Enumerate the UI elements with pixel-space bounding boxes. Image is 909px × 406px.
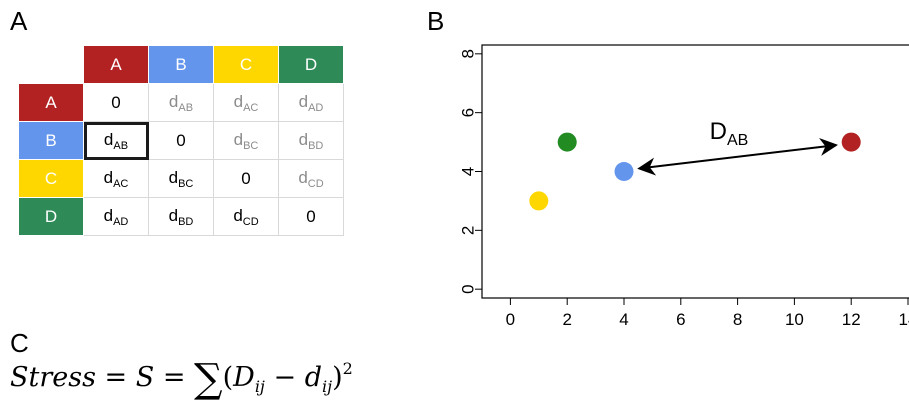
row-header-b: B bbox=[18, 121, 84, 160]
row-header-c: C bbox=[18, 159, 84, 198]
data-point bbox=[614, 162, 634, 181]
panel-label-a: A bbox=[10, 6, 28, 36]
matrix-cell: dBD bbox=[278, 121, 344, 160]
matrix-cell: 0 bbox=[278, 197, 344, 236]
matrix-cell: dBC bbox=[148, 159, 214, 198]
matrix-cell: dAD bbox=[278, 83, 344, 122]
x-tick-label: 0 bbox=[506, 310, 515, 329]
x-tick-label: 12 bbox=[842, 310, 861, 329]
column-header-b: B bbox=[148, 45, 214, 84]
matrix-cell: dAC bbox=[83, 159, 149, 198]
matrix-cell: 0 bbox=[83, 83, 149, 122]
column-header-d: D bbox=[278, 45, 344, 84]
x-tick-label: 10 bbox=[785, 310, 804, 329]
matrix-row: A 0 dAB dAC dAD bbox=[18, 83, 344, 122]
panel-label-c: C bbox=[10, 328, 29, 358]
data-point bbox=[529, 191, 549, 211]
column-header-c: C bbox=[213, 45, 279, 84]
data-point bbox=[841, 132, 861, 152]
row-header-d: D bbox=[18, 197, 84, 236]
y-tick-label: 0 bbox=[458, 284, 477, 293]
matrix-cell-highlighted: dAB bbox=[83, 121, 149, 160]
panel-label-b: B bbox=[427, 6, 445, 36]
scatter-plot: 0 2 4 6 8 10 12 14 0 2 4 6 8 DAB bbox=[458, 44, 909, 329]
matrix-cell: 0 bbox=[213, 159, 279, 198]
y-tick-label: 2 bbox=[458, 226, 477, 235]
matrix-cell: dAB bbox=[148, 83, 214, 122]
matrix-corner bbox=[19, 46, 84, 84]
column-header-a: A bbox=[83, 45, 149, 84]
matrix-header-row: A B C D bbox=[19, 45, 344, 84]
plot-frame bbox=[481, 44, 909, 299]
matrix-row: B dAB 0 dBC dBD bbox=[18, 121, 344, 160]
x-tick-label: 2 bbox=[562, 310, 571, 329]
y-tick-label: 4 bbox=[458, 167, 477, 176]
x-tick-label: 6 bbox=[676, 310, 685, 329]
matrix-cell: dCD bbox=[278, 159, 344, 198]
x-tick-label: 8 bbox=[733, 310, 742, 329]
y-tick-label: 6 bbox=[458, 108, 477, 117]
matrix-row: D dAD dBD dCD 0 bbox=[18, 197, 344, 236]
distance-label: DAB bbox=[710, 118, 749, 149]
row-header-a: A bbox=[18, 83, 84, 122]
stress-formula: Stress = S = ∑(Dij − dij)2 bbox=[10, 356, 353, 402]
distance-arrow bbox=[637, 138, 838, 176]
matrix-row: C dAC dBC 0 dCD bbox=[18, 159, 344, 198]
matrix-cell: dBC bbox=[213, 121, 279, 160]
data-point bbox=[557, 132, 577, 152]
x-tick-label: 4 bbox=[619, 310, 628, 329]
matrix-cell: dCD bbox=[213, 197, 279, 236]
matrix-cell: dBD bbox=[148, 197, 214, 236]
x-tick-label: 14 bbox=[899, 310, 909, 329]
distance-matrix: A B C D A 0 dAB dAC dAD B dAB 0 dBC dBD … bbox=[18, 45, 344, 236]
y-tick-label: 8 bbox=[458, 49, 477, 58]
matrix-cell: dAD bbox=[83, 197, 149, 236]
matrix-cell: 0 bbox=[148, 121, 214, 160]
matrix-cell: dAC bbox=[213, 83, 279, 122]
